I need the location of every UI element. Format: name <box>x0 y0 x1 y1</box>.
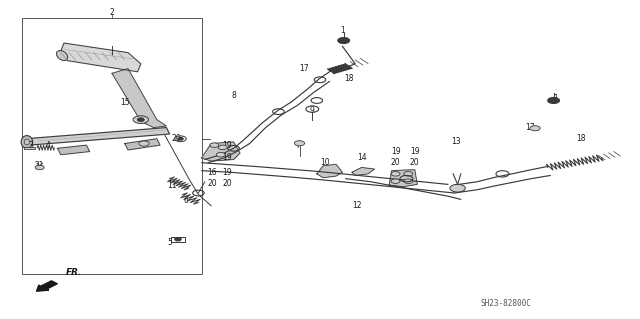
Polygon shape <box>352 167 374 175</box>
Circle shape <box>133 116 148 123</box>
Text: 18: 18 <box>577 134 586 143</box>
Circle shape <box>138 118 144 121</box>
Text: 19: 19 <box>222 153 232 162</box>
Ellipse shape <box>56 50 68 61</box>
Text: 16: 16 <box>207 168 218 177</box>
Circle shape <box>175 238 181 241</box>
Polygon shape <box>61 43 141 72</box>
Polygon shape <box>112 69 166 128</box>
Text: 20: 20 <box>390 158 401 167</box>
Bar <box>22 18 202 274</box>
Text: 7: 7 <box>295 141 300 150</box>
Circle shape <box>216 152 225 157</box>
Text: 19: 19 <box>222 141 232 150</box>
Circle shape <box>530 126 540 131</box>
Text: 10: 10 <box>320 158 330 167</box>
Text: 2: 2 <box>109 8 115 17</box>
Polygon shape <box>389 170 417 187</box>
Text: 11: 11 <box>167 181 176 189</box>
Ellipse shape <box>24 139 29 145</box>
Circle shape <box>218 145 227 150</box>
Text: 8: 8 <box>231 91 236 100</box>
Text: 6: 6 <box>183 197 188 205</box>
Text: SH23-82800C: SH23-82800C <box>480 299 531 308</box>
Text: 20: 20 <box>410 158 420 167</box>
Text: 1: 1 <box>553 94 558 103</box>
Polygon shape <box>26 128 170 145</box>
Polygon shape <box>125 139 160 150</box>
Circle shape <box>210 143 219 147</box>
Text: 20: 20 <box>171 134 181 143</box>
Text: 1: 1 <box>340 26 345 35</box>
Text: 17: 17 <box>525 123 535 132</box>
Circle shape <box>391 179 400 183</box>
Circle shape <box>404 172 413 176</box>
Text: 18: 18 <box>344 74 353 83</box>
Circle shape <box>294 141 305 146</box>
Text: 20: 20 <box>222 179 232 188</box>
Text: 15: 15 <box>120 98 130 107</box>
Text: 9: 9 <box>310 106 315 115</box>
Text: 4: 4 <box>45 141 51 150</box>
Text: 12: 12 <box>353 201 362 210</box>
Bar <box>171 237 185 242</box>
Circle shape <box>391 172 400 176</box>
Ellipse shape <box>21 136 33 148</box>
Text: 17: 17 <box>299 64 309 73</box>
Circle shape <box>548 98 559 103</box>
Text: 21: 21 <box>35 161 44 170</box>
Text: 19: 19 <box>222 168 232 177</box>
Bar <box>24 147 35 149</box>
Circle shape <box>450 184 465 192</box>
Text: 5: 5 <box>167 238 172 247</box>
Circle shape <box>404 179 413 183</box>
Text: 13: 13 <box>451 137 461 146</box>
Text: 19: 19 <box>410 147 420 156</box>
Text: 19: 19 <box>390 147 401 156</box>
Text: FR.: FR. <box>66 268 83 277</box>
Circle shape <box>178 137 183 140</box>
FancyArrow shape <box>36 281 58 291</box>
Polygon shape <box>58 145 90 155</box>
Text: 20: 20 <box>207 179 218 188</box>
Polygon shape <box>202 142 240 161</box>
Text: 3: 3 <box>28 141 33 150</box>
Circle shape <box>338 38 349 43</box>
Polygon shape <box>317 164 342 178</box>
Text: 14: 14 <box>356 153 367 162</box>
Circle shape <box>139 141 149 146</box>
Circle shape <box>35 165 44 170</box>
